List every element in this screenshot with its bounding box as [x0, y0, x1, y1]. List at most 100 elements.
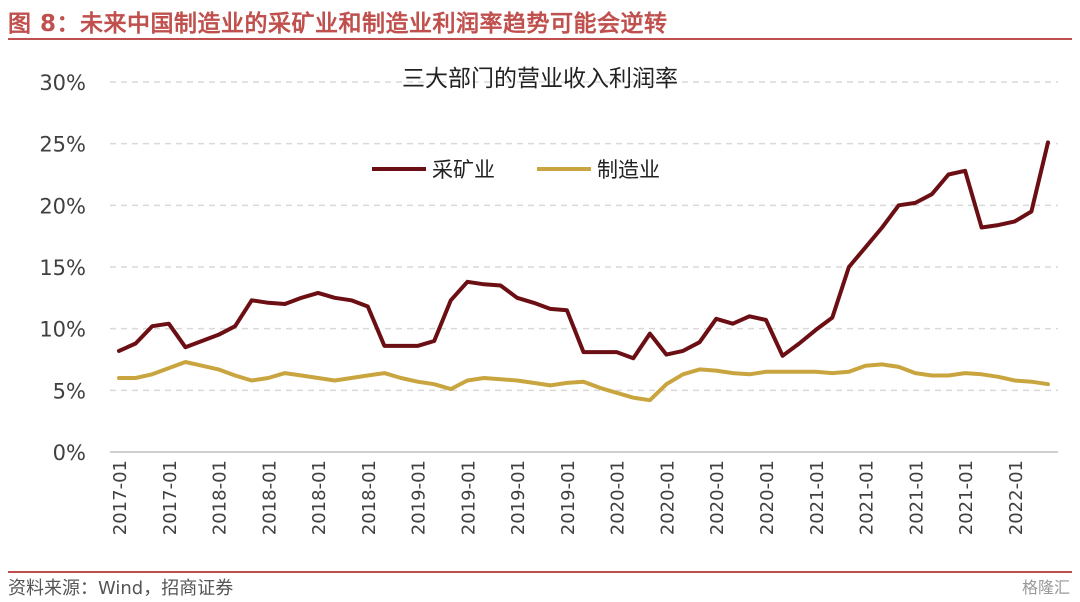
data-point [981, 373, 983, 375]
data-point [284, 372, 286, 374]
data-point [549, 308, 551, 310]
data-point [367, 375, 369, 376]
data-point [135, 343, 137, 344]
x-tick-label: 2018-01 [259, 460, 280, 535]
x-tick-label: 2018-01 [210, 460, 231, 535]
series-line-manufacturing [117, 360, 1050, 403]
data-point [914, 372, 916, 374]
x-tick-label: 2019-01 [558, 460, 579, 535]
data-point [848, 371, 850, 373]
data-point [682, 350, 684, 352]
data-point [566, 382, 568, 384]
data-point [118, 377, 120, 379]
data-point [400, 345, 402, 347]
data-point [599, 387, 601, 389]
data-point [317, 292, 319, 294]
x-tick-label: 2019-01 [458, 460, 479, 535]
profit-margin-chart: 0% 5% 10% 15% 20% 25% 30% 2017-01 2017-01 2018-0… [39, 66, 1058, 535]
data-point [699, 341, 701, 343]
data-point [301, 297, 302, 299]
x-tick-label: 2020-01 [657, 460, 678, 535]
legend: 采矿业 制造业 [372, 158, 660, 182]
data-point [732, 323, 734, 325]
gridlines [110, 81, 1058, 392]
data-point [748, 373, 750, 375]
data-point [748, 315, 750, 317]
data-point [433, 383, 435, 385]
data-point [1047, 383, 1049, 385]
data-point [931, 193, 933, 195]
data-point [881, 227, 883, 228]
data-point [533, 302, 535, 304]
data-point [317, 377, 319, 379]
x-tick-label: 2017-01 [110, 460, 131, 535]
data-point [267, 302, 269, 304]
data-point [500, 285, 502, 286]
data-point [201, 365, 203, 367]
source-rule [8, 571, 1072, 573]
data-point [1030, 211, 1032, 212]
x-tick-label: 2018-01 [309, 460, 330, 535]
data-point [533, 382, 535, 384]
x-tick-label: 2021-01 [857, 460, 878, 535]
watermark-logo: 格隆汇 [1021, 578, 1070, 597]
data-point [732, 372, 734, 374]
data-point [914, 202, 916, 204]
x-tick-label: 2017-01 [160, 460, 181, 535]
data-point [334, 297, 336, 299]
data-point [964, 372, 966, 374]
data-point [417, 381, 419, 383]
data-point [450, 388, 452, 390]
x-tick-label: 2019-01 [508, 460, 529, 535]
data-point [616, 392, 618, 394]
data-point [516, 297, 518, 299]
data-point [400, 377, 402, 379]
data-point [350, 299, 352, 301]
data-point [350, 377, 352, 379]
data-point [549, 384, 551, 386]
x-tick-label: 2020-01 [707, 460, 728, 535]
data-point [267, 377, 269, 379]
data-point [948, 375, 949, 376]
data-point [948, 174, 949, 175]
data-point [383, 372, 385, 374]
data-point [151, 373, 153, 375]
data-point [118, 350, 120, 352]
data-point [632, 397, 634, 399]
data-point [1030, 381, 1032, 383]
y-tick-label: 5% [53, 379, 86, 403]
data-point [599, 351, 601, 353]
data-point [184, 346, 186, 348]
data-point [201, 340, 203, 342]
x-tick-label: 2021-01 [956, 460, 977, 535]
series-lines [117, 140, 1050, 403]
data-point [168, 367, 170, 369]
y-tick-label: 30% [39, 71, 86, 95]
data-point [699, 368, 701, 370]
source-note: 资料来源：Wind，招商证券 [8, 578, 234, 599]
data-point [782, 371, 784, 373]
legend-label-mining: 采矿业 [432, 158, 495, 182]
data-point [632, 357, 634, 359]
data-point [168, 323, 170, 325]
data-point [184, 361, 186, 363]
data-point [1047, 141, 1049, 143]
y-tick-label: 25% [39, 133, 86, 157]
data-point [234, 375, 236, 376]
data-point [765, 371, 767, 373]
y-tick-label: 10% [39, 318, 86, 342]
y-tick-label: 0% [53, 441, 86, 465]
data-point [433, 340, 435, 342]
data-point [798, 371, 800, 373]
data-point [383, 345, 385, 347]
data-point [649, 399, 651, 401]
data-point [483, 283, 485, 285]
data-point [234, 325, 236, 327]
figure-title: 图 8：未来中国制造业的采矿业和制造业利润率趋势可能会逆转 [8, 11, 668, 37]
data-point [218, 368, 219, 370]
y-tick-label: 15% [39, 256, 86, 280]
x-tick-label: 2022-01 [1006, 460, 1027, 535]
data-point [251, 380, 253, 381]
data-point [665, 383, 667, 385]
data-point [665, 354, 667, 356]
